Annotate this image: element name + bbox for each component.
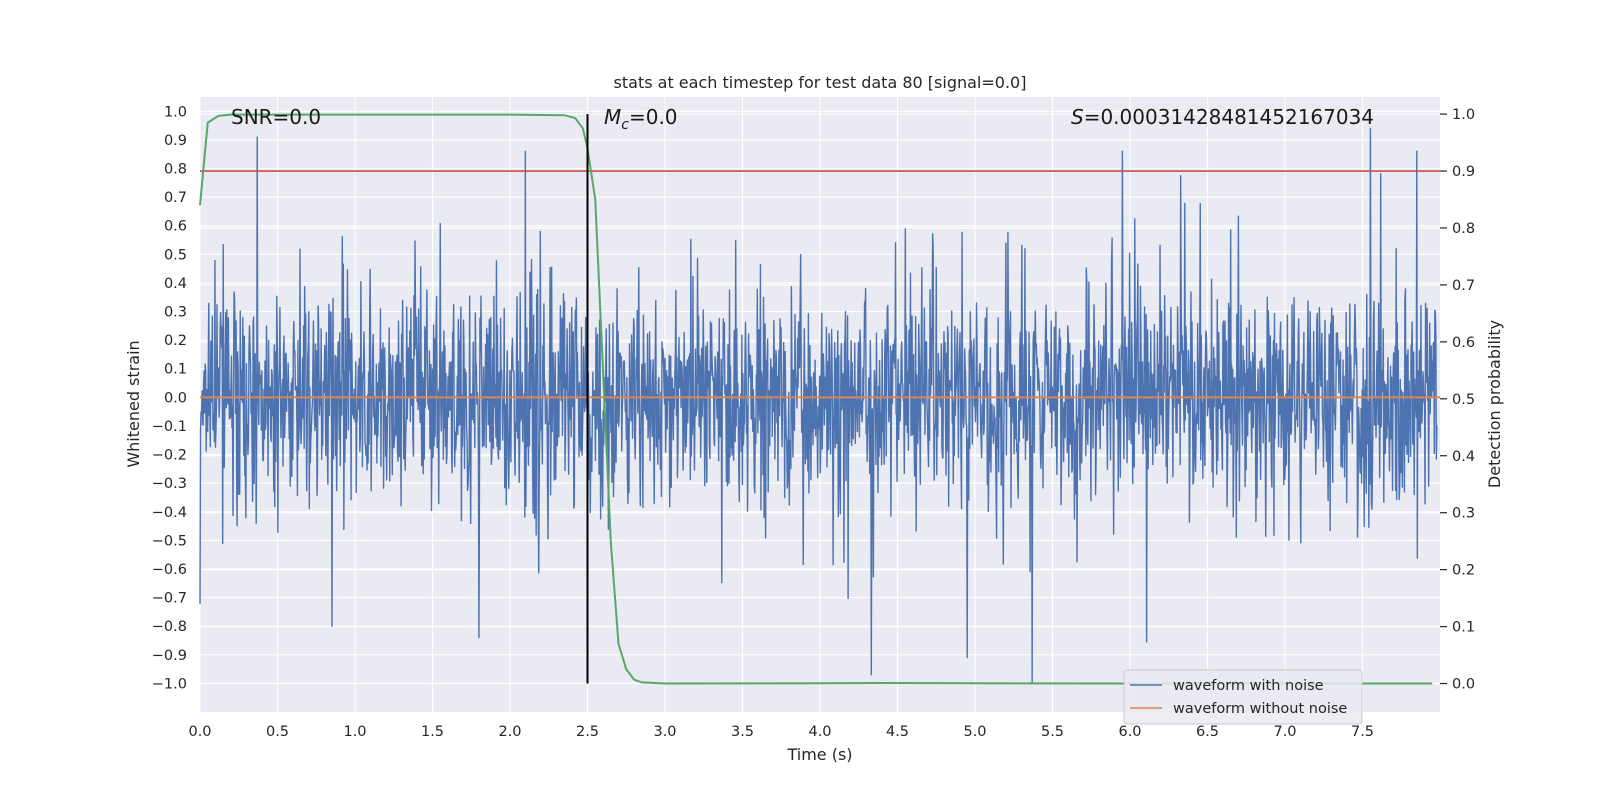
mc-value: =0.0 [629,105,678,129]
x-tick-label: 1.5 [421,724,444,740]
y-tick-label: 0.6 [164,219,187,235]
y-tick-label: −0.7 [152,591,187,607]
y-axis-label: Whitened strain [124,340,143,467]
x-tick-label: 3.0 [653,724,676,740]
y2-tick-label: 0.2 [1452,563,1475,579]
y2-tick-label: 0.1 [1452,620,1475,636]
y-tick-label: 0.9 [164,133,187,149]
x-tick-label: 2.0 [498,724,521,740]
overlay-series [199,113,1440,685]
x-tick-label: 5.0 [963,724,986,740]
detection-probability-line [199,113,1433,685]
y2-tick-label: 0.3 [1452,506,1475,522]
x-tick-label: 6.5 [1196,724,1219,740]
y-tick-label: −0.3 [152,476,187,492]
x-tick-label: 6.0 [1118,724,1141,740]
y2-tick-label: 1.0 [1452,107,1475,123]
chart-title: stats at each timestep for test data 80 … [614,73,1027,92]
y-tick-label: 0.7 [164,190,187,206]
y2-tick-label: 0.5 [1452,392,1475,408]
snr-annotation: SNR=0.0 [231,105,321,129]
x-tick-label: 2.5 [576,724,599,740]
y-tick-label: −0.1 [152,419,187,435]
x-tick-label: 5.5 [1041,724,1064,740]
y-tick-label: 0.8 [164,162,187,178]
y2-tick-label: 0.0 [1452,677,1475,693]
y-tick-label: −1.0 [152,676,187,692]
noise-waveform-line [199,127,1438,685]
mc-annotation: Mc=0.0 [604,105,678,133]
y2-tick-label: 0.8 [1452,221,1475,237]
y-tick-label: −0.8 [152,619,187,635]
y-tick-label: −0.9 [152,648,187,664]
x-tick-label: 4.0 [808,724,831,740]
y-tick-label: −0.2 [152,448,187,464]
x-tick-label: 7.0 [1273,724,1296,740]
y2-tick-label: 0.9 [1452,164,1475,180]
mc-subscript: c [621,117,629,133]
y2-tick-label: 0.7 [1452,278,1475,294]
y-tick-label: −0.5 [152,533,187,549]
x-tick-label: 3.5 [731,724,754,740]
legend: waveform with noise waveform without noi… [1123,669,1363,725]
y-tick-label: 0.2 [164,333,187,349]
x-tick-label: 0.5 [266,724,289,740]
waveform-with-noise [199,127,1438,685]
legend-box [1123,669,1363,725]
y2-axis-label: Detection probability [1485,320,1504,488]
tick-labels: 0.0 0.5 1.0 1.5 2.0 2.5 3.0 3.5 4.0 4.5 5.0 5.5 6.0 6… [152,104,1475,740]
y-tick-label: 0.0 [164,390,187,406]
x-tick-label: 0.0 [188,724,211,740]
s-annotation: S=0.00031428481452167034 [1071,105,1374,129]
y-tick-label: 0.1 [164,362,187,378]
y2-tick-label: 0.6 [1452,335,1475,351]
y-tick-label: 0.3 [164,305,187,321]
x-tick-label: 4.5 [886,724,909,740]
x-axis-label: Time (s) [786,745,852,764]
y-tick-label: −0.6 [152,562,187,578]
y2-tick-label: 0.4 [1452,449,1475,465]
x-tick-label: 7.5 [1351,724,1374,740]
s-symbol: S [1071,105,1084,129]
y-tick-label: 0.5 [164,247,187,263]
x-tick-label: 1.0 [343,724,366,740]
s-value: =0.00031428481452167034 [1084,105,1374,129]
y-tick-label: −0.4 [152,505,187,521]
y-tick-label: 0.4 [164,276,187,292]
legend-label-clean: waveform without noise [1173,701,1347,717]
legend-label-noise: waveform with noise [1173,678,1324,694]
y-tick-label: 1.0 [164,104,187,120]
mc-symbol: M [604,105,621,129]
